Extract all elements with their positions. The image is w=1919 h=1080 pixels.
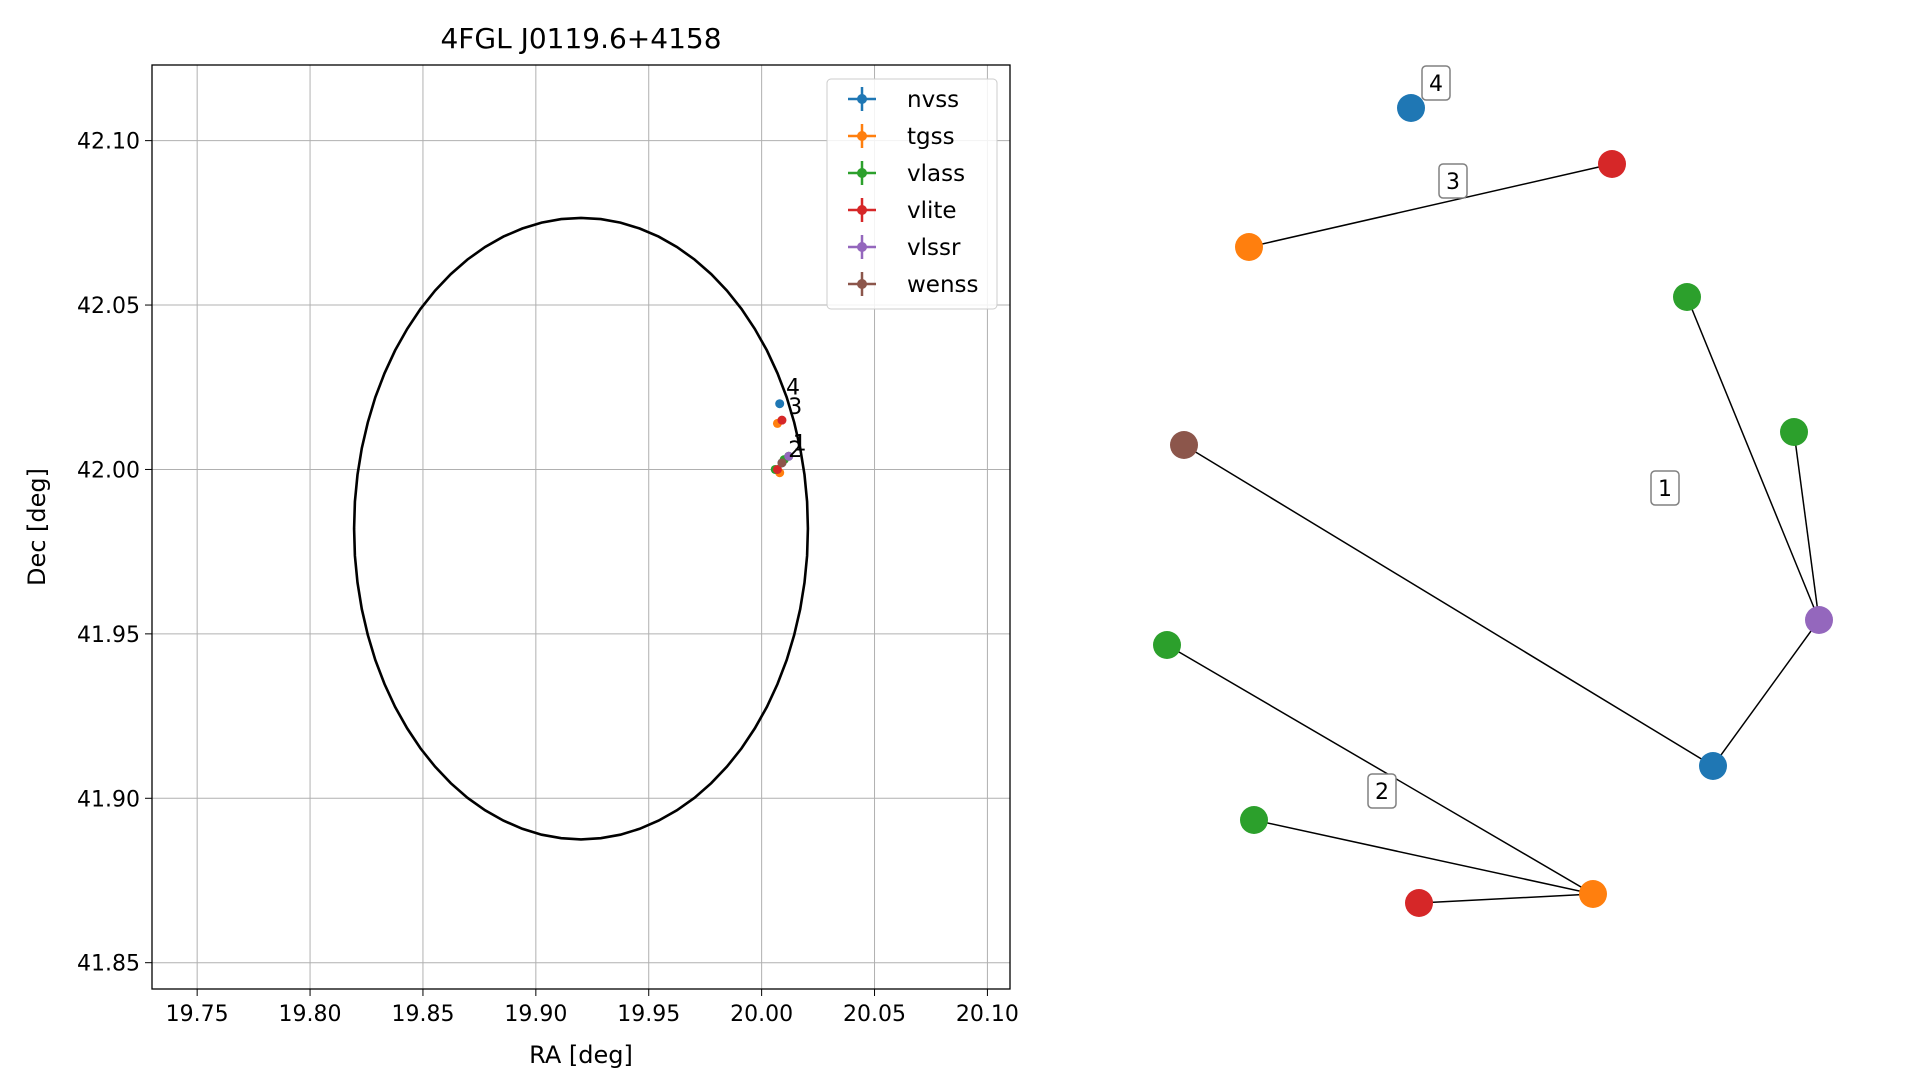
x-tick-label: 19.85 <box>391 1002 454 1027</box>
point-annotation: 3 <box>788 395 802 420</box>
ellipse-layer <box>352 216 810 841</box>
x-tick-label: 19.90 <box>504 1002 567 1027</box>
cluster-label-text: 4 <box>1429 72 1443 97</box>
graph-edge <box>1248 163 1613 248</box>
legend-marker <box>857 242 867 252</box>
y-tick-label: 41.85 <box>77 952 140 977</box>
cluster-label-box <box>1421 65 1451 101</box>
cluster-label: 2 <box>1367 773 1397 809</box>
point-annotation: 2 <box>788 438 802 463</box>
graph-node-vlass <box>1153 631 1181 659</box>
x-tick-label: 19.75 <box>166 1002 229 1027</box>
cluster-label-box <box>1438 163 1468 199</box>
x-tick-label: 20.05 <box>843 1002 906 1027</box>
graph-node-vlssr <box>1805 606 1833 634</box>
annotations: 43 12 <box>786 375 807 462</box>
point-wenss <box>777 458 787 468</box>
graph-node-vlite <box>1405 889 1433 917</box>
y-tick-label: 41.90 <box>77 787 140 812</box>
graph-panel: 4 3 1 2 <box>1153 65 1833 917</box>
x-axis-label: RA [deg] <box>529 1041 633 1069</box>
graph-edge <box>1686 296 1820 621</box>
points-layer <box>770 399 794 478</box>
legend-entry-tgss: tgss <box>848 124 955 150</box>
point-annotation: 4 <box>786 375 800 400</box>
plot-frame <box>151 64 1011 990</box>
legend-marker <box>857 131 867 141</box>
legend-entry-vlssr: vlssr <box>848 235 961 261</box>
cluster-label-text: 3 <box>1446 170 1460 195</box>
graph-edge <box>1793 431 1820 621</box>
point-annotation: 1 <box>793 431 807 456</box>
cluster-label: 1 <box>1650 470 1680 506</box>
legend-marker <box>857 94 867 104</box>
y-tick-label: 41.95 <box>77 623 140 648</box>
graph-edge <box>1253 819 1594 895</box>
y-tick-label: 42.05 <box>77 294 140 319</box>
graph-edges <box>1166 163 1820 904</box>
x-tick-label: 19.95 <box>617 1002 680 1027</box>
point-vlite <box>772 464 782 474</box>
graph-node-wenss <box>1170 431 1198 459</box>
graph-node-vlass <box>1673 283 1701 311</box>
legend-marker <box>857 205 867 215</box>
legend-label: vlass <box>907 161 965 187</box>
legend-label: vlssr <box>907 235 961 261</box>
graph-node-nvss <box>1699 752 1727 780</box>
legend-entry-nvss: nvss <box>848 87 959 113</box>
graph-node-vlass <box>1780 418 1808 446</box>
graph-node-tgss <box>1235 233 1263 261</box>
graph-nodes <box>1153 94 1833 917</box>
cluster-label-box <box>1650 470 1680 506</box>
graph-node-vlass <box>1240 806 1268 834</box>
graph-node-vlite <box>1598 150 1626 178</box>
x-tick-label: 19.80 <box>279 1002 342 1027</box>
legend-label: nvss <box>907 87 959 113</box>
legend-label: wenss <box>907 272 979 298</box>
scatter-panel: 43 12 19.75 19.80 19.85 19.90 19.95 20.00 20.05… <box>23 22 1019 1069</box>
graph-edge <box>1712 619 1820 767</box>
cluster-label: 3 <box>1438 163 1468 199</box>
point-nvss <box>775 399 785 409</box>
graph-node-tgss <box>1579 880 1607 908</box>
cluster-label-text: 2 <box>1375 780 1389 805</box>
y-ticks: 41.85 41.90 41.95 42.00 42.05 42.10 <box>77 130 152 977</box>
cluster-label: 4 <box>1421 65 1451 101</box>
graph-edge <box>1166 644 1594 895</box>
localization-ellipse <box>352 216 810 841</box>
legend-label: tgss <box>907 124 955 150</box>
graph-edge <box>1418 893 1594 904</box>
point-vlssr <box>784 451 794 461</box>
graph-edge <box>1183 444 1714 767</box>
cluster-label-text: 1 <box>1658 477 1672 502</box>
legend-entry-vlass: vlass <box>848 161 965 187</box>
legend-marker <box>857 279 867 289</box>
x-tick-label: 20.00 <box>730 1002 793 1027</box>
y-axis-label: Dec [deg] <box>23 468 51 586</box>
x-ticks: 19.75 19.80 19.85 19.90 19.95 20.00 20.05 20.10 <box>166 989 1019 1027</box>
legend-label: vlite <box>907 198 957 224</box>
legend-entry-wenss: wenss <box>848 272 979 298</box>
cluster-label-box <box>1367 773 1397 809</box>
graph-node-nvss <box>1397 94 1425 122</box>
y-tick-label: 42.10 <box>77 130 140 155</box>
point-vlite <box>777 415 787 425</box>
x-tick-label: 20.10 <box>956 1002 1019 1027</box>
chart-title: 4FGL J0119.6+4158 <box>440 22 721 55</box>
legend: nvss tgss vlass vlite vlssr wenss <box>826 78 998 310</box>
legend-marker <box>857 168 867 178</box>
graph-cluster-labels: 4 3 1 2 <box>1367 65 1680 809</box>
legend-entry-vlite: vlite <box>848 198 957 224</box>
y-tick-label: 42.00 <box>77 458 140 483</box>
